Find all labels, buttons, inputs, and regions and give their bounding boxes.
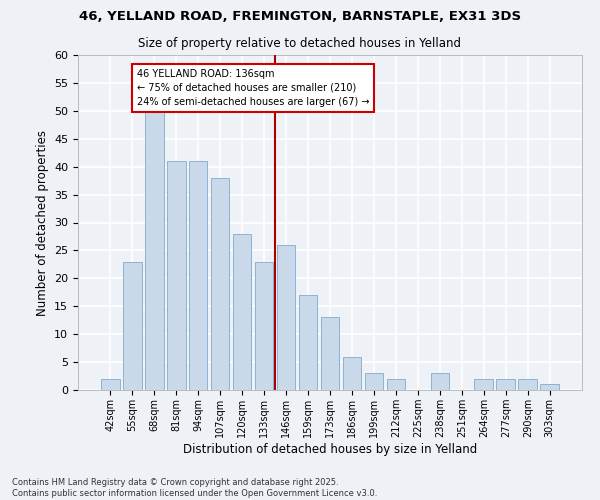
Text: 46, YELLAND ROAD, FREMINGTON, BARNSTAPLE, EX31 3DS: 46, YELLAND ROAD, FREMINGTON, BARNSTAPLE…	[79, 10, 521, 23]
Text: Size of property relative to detached houses in Yelland: Size of property relative to detached ho…	[139, 38, 461, 51]
Bar	[299, 295, 317, 390]
Bar	[233, 234, 251, 390]
Text: Contains HM Land Registry data © Crown copyright and database right 2025.
Contai: Contains HM Land Registry data © Crown c…	[12, 478, 377, 498]
X-axis label: Distribution of detached houses by size in Yelland: Distribution of detached houses by size …	[183, 442, 477, 456]
Bar	[518, 379, 537, 390]
Bar	[145, 111, 164, 390]
Bar	[541, 384, 559, 390]
Bar	[255, 262, 274, 390]
Bar	[277, 245, 295, 390]
Bar	[211, 178, 229, 390]
Bar	[475, 379, 493, 390]
Bar	[365, 373, 383, 390]
Bar	[101, 379, 119, 390]
Bar	[167, 161, 185, 390]
Text: 46 YELLAND ROAD: 136sqm
← 75% of detached houses are smaller (210)
24% of semi-d: 46 YELLAND ROAD: 136sqm ← 75% of detache…	[137, 69, 369, 107]
Bar	[496, 379, 515, 390]
Y-axis label: Number of detached properties: Number of detached properties	[35, 130, 49, 316]
Bar	[320, 318, 340, 390]
Bar	[343, 356, 361, 390]
Bar	[386, 379, 405, 390]
Bar	[123, 262, 142, 390]
Bar	[189, 161, 208, 390]
Bar	[431, 373, 449, 390]
